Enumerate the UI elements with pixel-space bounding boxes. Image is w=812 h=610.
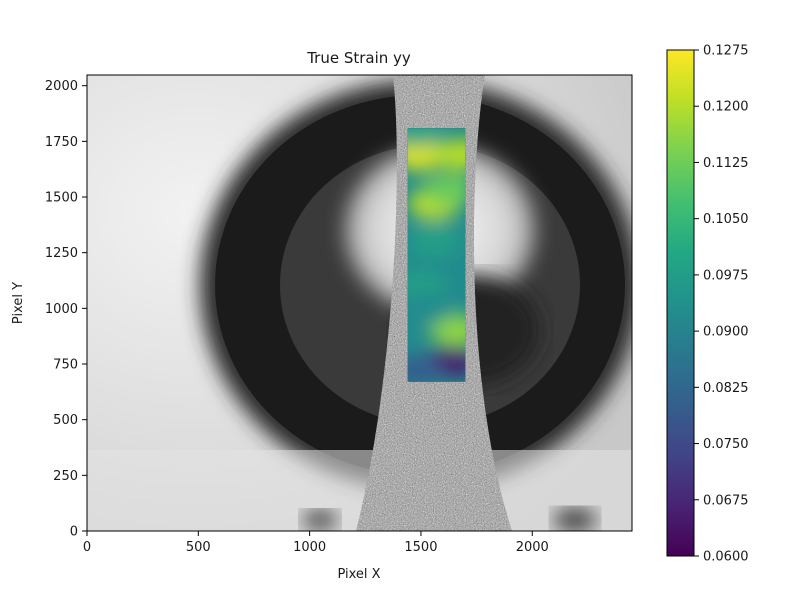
y-axis: 0 250 500 750 1000 1250 1500 1750 2000 (45, 79, 87, 540)
strain-field-sample (407, 354, 443, 382)
strain-field-sample (408, 225, 461, 258)
y-tick-label: 750 (53, 358, 78, 373)
colorbar (666, 49, 695, 557)
colorbar-tick-label: 0.0750 (703, 437, 749, 452)
strain-field-sample (407, 292, 454, 325)
y-tick-label: 2000 (45, 79, 78, 94)
y-tick-label: 500 (53, 413, 78, 428)
colorbar-tick-label: 0.1125 (703, 156, 749, 171)
colorbar-ticks: 0.0600 0.0675 0.0750 0.0825 0.0900 0.0975 0.10… (694, 44, 749, 565)
x-tick-label: 500 (186, 540, 211, 555)
y-tick-label: 250 (53, 469, 78, 484)
x-tick-label: 1500 (404, 540, 437, 555)
strain-field-sample (421, 174, 466, 207)
strain-field-overlay (407, 127, 466, 382)
x-tick-label: 1000 (293, 540, 326, 555)
chart-title: True Strain yy (306, 49, 411, 67)
x-axis-label: Pixel X (337, 567, 380, 582)
camera-image (87, 75, 632, 531)
colorbar-tick-label: 0.0900 (703, 325, 749, 340)
x-tick-label: 2000 (516, 540, 549, 555)
strain-field-sample (435, 138, 466, 171)
y-tick-label: 0 (70, 525, 78, 540)
colorbar-tick-label: 0.1050 (703, 212, 749, 227)
colorbar-tick-label: 0.0600 (703, 550, 749, 565)
strain-field-sample (407, 127, 443, 147)
y-axis-label: Pixel Y (11, 282, 26, 324)
plot-frame (86, 74, 633, 532)
x-axis: 0 500 1000 1500 2000 (83, 531, 549, 555)
y-tick-label: 1250 (45, 246, 78, 261)
y-tick-label: 1000 (45, 302, 78, 317)
colorbar-tick-label: 0.1200 (703, 100, 749, 115)
colorbar-tick-label: 0.0825 (703, 381, 749, 396)
y-tick-label: 1750 (45, 135, 78, 150)
colorbar-tick-label: 0.0975 (703, 268, 749, 283)
x-tick-label: 0 (83, 540, 91, 555)
colorbar-tick-label: 0.1275 (703, 44, 749, 59)
y-tick-label: 1500 (45, 191, 78, 206)
colorbar-tick-label: 0.0675 (703, 493, 749, 508)
strain-field-sample (407, 138, 445, 171)
